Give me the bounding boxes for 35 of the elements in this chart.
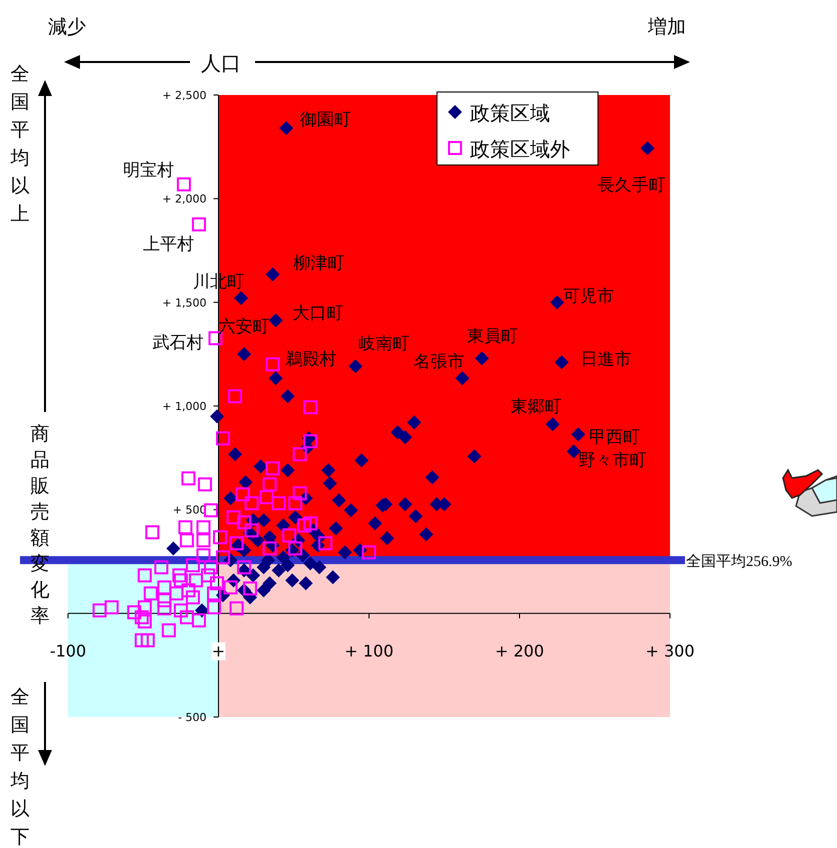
y-tick-label: + 1,000 xyxy=(162,400,206,413)
annotation: 大口町 xyxy=(292,303,344,324)
annotation: 長久手町 xyxy=(597,175,666,196)
legend-label: 政策区域 xyxy=(470,101,550,125)
text: 減少 xyxy=(48,16,86,38)
y-tick-label: + 2,000 xyxy=(162,192,206,206)
annotation: 東郷町 xyxy=(510,397,562,418)
text: 全国平均以上 xyxy=(10,63,30,225)
annotation: 甲西町 xyxy=(589,427,640,448)
x-tick-label: + xyxy=(212,641,226,660)
y-tick-label: - 500 xyxy=(178,711,206,724)
annotation: 岐南町 xyxy=(358,334,410,354)
annotation: 武石村 xyxy=(152,333,204,354)
ref-line-label: 全国平均256.9% xyxy=(686,553,792,570)
annotation: 可児市 xyxy=(563,286,614,306)
legend-label: 政策区域外 xyxy=(470,137,570,161)
x-tick-label: -100 xyxy=(50,641,86,660)
annotation: 野々市町 xyxy=(578,450,647,470)
annotation: 上平村 xyxy=(142,234,194,254)
text: 増加 xyxy=(647,16,686,38)
annotation: 御園町 xyxy=(300,110,352,130)
annotation: 柳津町 xyxy=(294,253,345,274)
x-tick-label: + 100 xyxy=(344,641,394,660)
annotation: 日進市 xyxy=(580,349,632,370)
x-tick-label: + 200 xyxy=(494,641,544,660)
x-axis-title: 人口 xyxy=(201,51,241,75)
x-tick-label: + 300 xyxy=(645,641,695,660)
y-tick-label: + 1,500 xyxy=(162,296,206,310)
annotation: 名張市 xyxy=(413,352,464,372)
annotation: 明宝村 xyxy=(122,160,174,180)
y-tick-label: + 2,500 xyxy=(162,89,206,102)
annotation: 川北町 xyxy=(193,272,244,292)
annotation: 鵜殿村 xyxy=(286,349,337,370)
annotation: 東員町 xyxy=(466,326,518,346)
text: 全国平均以下 xyxy=(10,686,30,848)
